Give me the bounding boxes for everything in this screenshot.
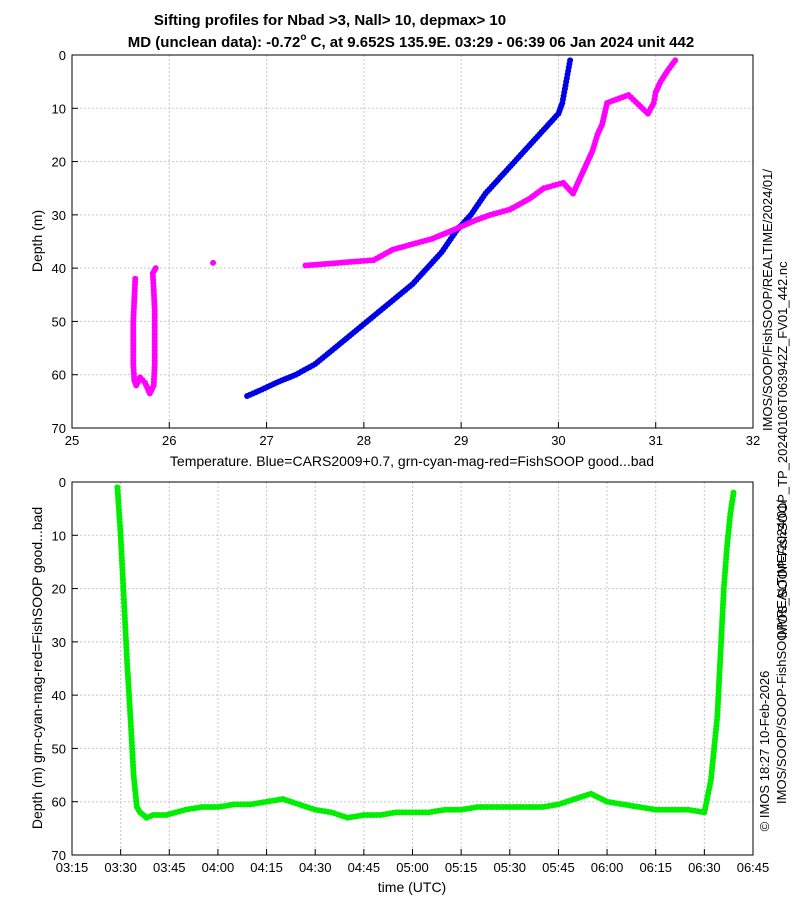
y-tick-label: 70 [52, 421, 66, 436]
y-tick-label: 60 [52, 795, 66, 810]
bottom-x-axis-label: time (UTC) [378, 879, 446, 895]
data-point [730, 489, 737, 496]
top-y-axis-label: Depth (m) [29, 210, 45, 272]
data-point [210, 259, 217, 266]
top-data-points [130, 57, 679, 400]
side-file-name: IMOS_SOOP-FishSOOP_TP_20240106T063942Z_F… [775, 261, 790, 639]
y-tick-label: 40 [52, 261, 66, 276]
bottom-ticks: 03:15 03:30 03:45 04:00 04:15 04:30 04:45 05:00… [52, 475, 770, 875]
top-panel: 25 26 27 28 29 30 31 32 0 10 20 30 40 50 60 70 Temperat… [29, 48, 760, 469]
y-tick-label: 70 [52, 848, 66, 863]
series-1 [210, 57, 679, 269]
x-tick-label: 06:45 [737, 860, 770, 875]
side-path-top: IMOS/SOOP/FishSOOP/REALTIME/2024/01/ [760, 169, 775, 431]
x-tick-label: 04:30 [299, 860, 332, 875]
chart-title-line2: MD (unclean data): -0.72o C, at 9.652S 1… [128, 32, 694, 51]
series-2 [130, 265, 159, 397]
x-tick-label: 03:15 [56, 860, 89, 875]
y-tick-label: 40 [52, 688, 66, 703]
side-copyright: © IMOS 18:27 10-Feb-2026 [757, 671, 772, 832]
y-tick-label: 50 [52, 314, 66, 329]
x-tick-label: 05:00 [396, 860, 429, 875]
y-tick-label: 30 [52, 208, 66, 223]
series-0 [114, 484, 737, 821]
top-x-axis-label: Temperature. Blue=CARS2009+0.7, grn-cyan… [170, 453, 654, 469]
bottom-data-points [114, 484, 737, 821]
y-tick-label: 20 [52, 582, 66, 597]
x-tick-label: 27 [259, 433, 273, 448]
bottom-panel: 03:15 03:30 03:45 04:00 04:15 04:30 04:45 05:00… [29, 475, 769, 895]
x-tick-label: 03:30 [104, 860, 137, 875]
x-tick-label: 31 [648, 433, 662, 448]
y-tick-label: 20 [52, 155, 66, 170]
y-tick-label: 0 [59, 48, 66, 63]
x-tick-label: 28 [357, 433, 371, 448]
y-tick-label: 10 [52, 101, 66, 116]
y-tick-label: 50 [52, 741, 66, 756]
x-tick-label: 30 [551, 433, 565, 448]
data-point [302, 262, 309, 269]
x-tick-label: 06:30 [688, 860, 721, 875]
y-tick-label: 10 [52, 528, 66, 543]
side-path-bottom: IMOS/SOOP/SOOP-FishSOOP/REALTIME/2024/01… [774, 500, 789, 804]
x-tick-label: 04:45 [348, 860, 381, 875]
top-axes-frame [71, 54, 754, 429]
series-0 [244, 57, 574, 400]
x-tick-label: 05:30 [494, 860, 527, 875]
y-tick-label: 60 [52, 368, 66, 383]
x-tick-label: 32 [746, 433, 760, 448]
y-tick-label: 0 [59, 475, 66, 490]
x-tick-label: 29 [454, 433, 468, 448]
x-tick-label: 26 [162, 433, 176, 448]
x-tick-label: 05:45 [542, 860, 575, 875]
x-tick-label: 04:15 [250, 860, 283, 875]
data-point [244, 393, 251, 400]
y-tick-label: 30 [52, 635, 66, 650]
data-point [152, 265, 159, 272]
bottom-y-axis-label: Depth (m) grn-cyan-mag-red=FishSOOP good… [29, 507, 45, 829]
x-tick-label: 25 [65, 433, 79, 448]
x-tick-label: 05:15 [445, 860, 478, 875]
x-tick-label: 06:15 [639, 860, 672, 875]
chart-title-line1: Sifting profiles for Nbad >3, Nall> 10, … [154, 12, 506, 29]
x-tick-label: 04:00 [202, 860, 235, 875]
x-tick-label: 03:45 [153, 860, 186, 875]
top-ticks: 25 26 27 28 29 30 31 32 0 10 20 30 40 50 60 70 [52, 48, 761, 448]
x-tick-label: 06:00 [591, 860, 624, 875]
